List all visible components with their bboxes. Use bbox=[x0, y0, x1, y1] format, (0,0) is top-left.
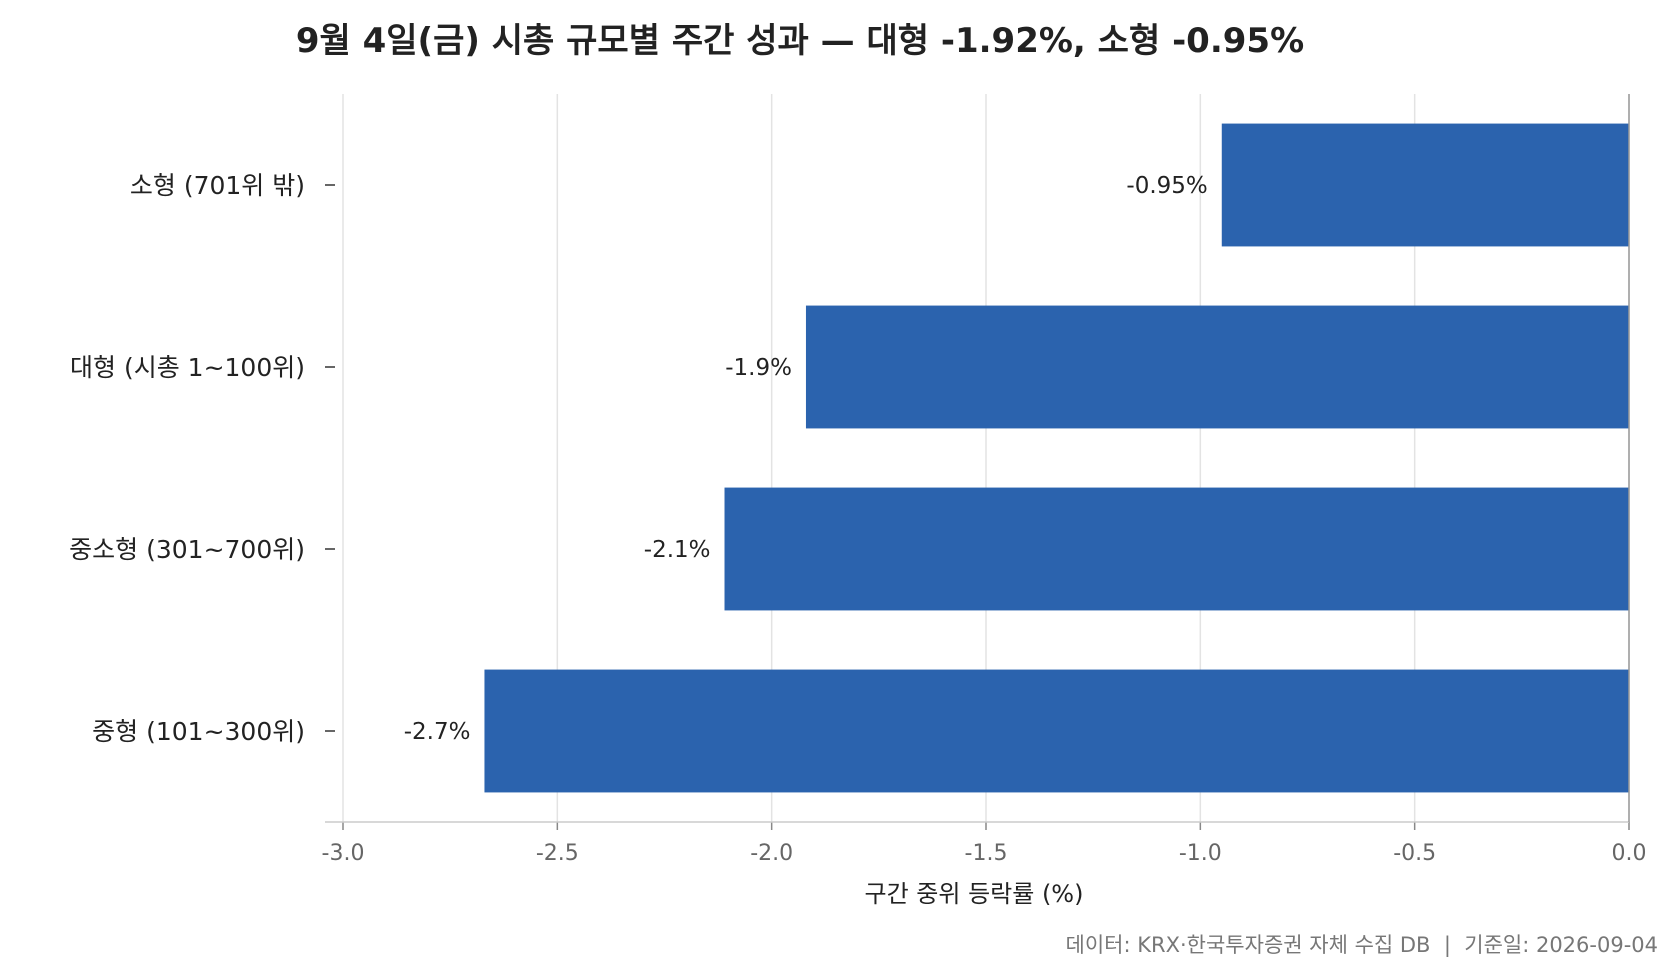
x-tick-label: -3.0 bbox=[322, 841, 365, 866]
y-category-label: 소형 (701위 밖) bbox=[130, 171, 305, 200]
footer-note: 데이터: KRX·한국투자증권 자체 수집 DB | 기준일: 2026-09-… bbox=[1066, 933, 1658, 958]
bar bbox=[1221, 123, 1629, 247]
y-category-label: 대형 (시총 1~100위) bbox=[70, 353, 305, 382]
bar bbox=[484, 669, 1630, 793]
y-category-label: 중소형 (301~700위) bbox=[69, 535, 305, 564]
x-tick-label: -0.5 bbox=[1393, 841, 1436, 866]
bar-value-label: -1.9% bbox=[725, 355, 792, 381]
x-tick-label: -1.5 bbox=[965, 841, 1008, 866]
x-tick-label: 0.0 bbox=[1612, 841, 1647, 866]
x-tick-label: -1.0 bbox=[1179, 841, 1222, 866]
chart-title: 9월 4일(금) 시총 규모별 주간 성과 — 대형 -1.92%, 소형 -0… bbox=[296, 21, 1304, 61]
x-axis-label: 구간 중위 등락률 (%) bbox=[865, 880, 1084, 908]
y-category-label: 중형 (101~300위) bbox=[92, 717, 305, 746]
bars bbox=[484, 123, 1630, 793]
x-tick-label: -2.5 bbox=[536, 841, 579, 866]
labels: -3.0 -2.5 -2.0 -1.5 -1.0 -0.5 0.0 소형 (701위 밖) -0… bbox=[69, 171, 1646, 866]
bar-value-label: -2.1% bbox=[644, 537, 711, 563]
bar bbox=[724, 487, 1629, 611]
axes bbox=[325, 94, 1630, 830]
bar bbox=[805, 305, 1629, 429]
bar-value-label: -2.7% bbox=[404, 719, 471, 745]
x-tick-label: -2.0 bbox=[750, 841, 793, 866]
bar-value-label: -0.95% bbox=[1126, 173, 1207, 199]
